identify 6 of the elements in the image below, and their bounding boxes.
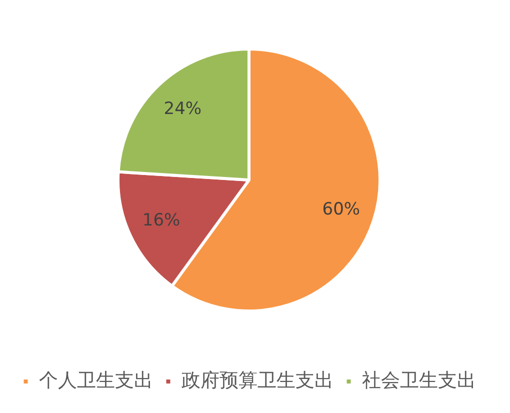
data-label: 16%: [142, 210, 180, 231]
legend-label: 个人卫生支出: [38, 369, 153, 392]
data-label: 60%: [322, 199, 360, 220]
legend-label: 社会卫生支出: [362, 369, 476, 392]
legend-label: 政府预算卫生支出: [181, 369, 334, 392]
data-label: 24%: [164, 98, 202, 119]
